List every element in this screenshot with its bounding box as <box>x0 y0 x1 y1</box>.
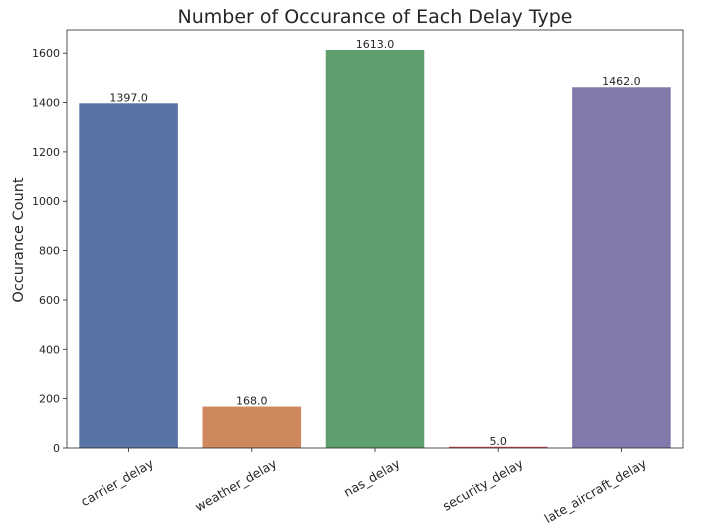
y-tick-label: 600 <box>39 294 60 307</box>
y-tick-label: 1400 <box>32 97 60 110</box>
x-tick-label-weather_delay: weather_delay <box>192 455 279 514</box>
data-label-weather_delay: 168.0 <box>236 395 268 408</box>
x-tick-label-security_delay: security_delay <box>440 455 526 513</box>
data-label-carrier_delay: 1397.0 <box>109 91 148 104</box>
y-axis: 0 200 400 600 800 1000 1200 1400 1600 <box>32 47 67 455</box>
y-tick-label: 1600 <box>32 47 60 60</box>
chart-title: Number of Occurance of Each Delay Type <box>178 6 573 28</box>
y-tick-label: 0 <box>53 442 60 455</box>
x-tick-label-carrier_delay: carrier_delay <box>78 455 156 509</box>
y-tick-label: 200 <box>39 393 60 406</box>
data-label-late_aircraft_delay: 1462.0 <box>602 75 641 88</box>
y-axis-label: Occurance Count <box>11 177 27 302</box>
data-label-security_delay: 5.0 <box>489 435 507 448</box>
y-tick-label: 400 <box>39 343 60 356</box>
data-labels: 1397.0 168.0 1613.0 5.0 1462.0 <box>109 38 640 448</box>
x-tick-label-nas_delay: nas_delay <box>341 455 403 500</box>
y-tick-label: 1000 <box>32 195 60 208</box>
x-tick-label-late_aircraft_delay: late_aircraft_delay <box>542 455 650 526</box>
y-tick-label: 800 <box>39 245 60 258</box>
bar-carrier_delay <box>79 103 178 449</box>
x-axis: carrier_delay weather_delay nas_delay secur… <box>78 448 649 526</box>
bar-security_delay <box>448 446 548 448</box>
bar-nas_delay <box>325 49 425 449</box>
data-label-nas_delay: 1613.0 <box>356 38 395 51</box>
bar-late_aircraft_delay <box>572 87 671 448</box>
bars <box>79 49 671 449</box>
plot-frame <box>66 29 684 449</box>
bar-weather_delay <box>202 406 302 448</box>
y-tick-label: 1200 <box>32 146 60 159</box>
